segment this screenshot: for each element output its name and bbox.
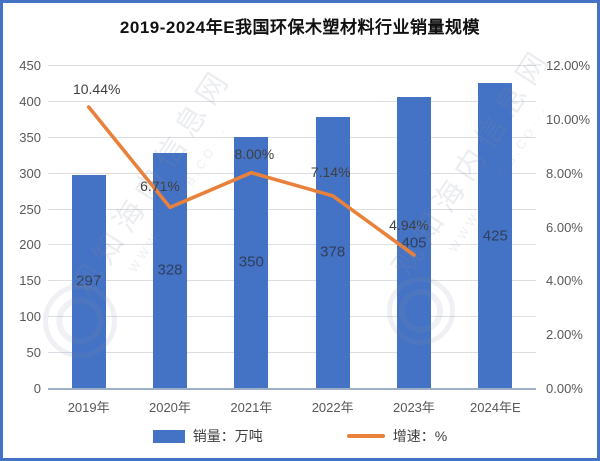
legend-item-sales: 销量：万吨 (152, 426, 263, 446)
y-axis-left-tick: 100 (19, 309, 41, 325)
line-label: 4.94% (389, 217, 429, 233)
y-axis-left-tick: 200 (19, 237, 41, 253)
x-axis-label: 2021年 (230, 400, 273, 415)
gridline (48, 65, 536, 66)
bar (315, 116, 350, 388)
plot-area: 297 328 350 378 405 425 10.44% 6.71% 8.00% 7.14% 4… (48, 65, 536, 390)
y-axis-right-tick: 10.00% (546, 111, 591, 127)
gridline (48, 208, 536, 210)
legend-item-growth: 增速：% (346, 426, 448, 446)
bar (71, 174, 106, 388)
bar (478, 82, 513, 388)
y-axis-right-tick: 6.00% (546, 219, 583, 235)
gridline (48, 244, 536, 246)
y-axis-left-tick: 150 (19, 273, 41, 289)
y-axis-right-tick: 0.00% (546, 381, 583, 396)
y-axis-right-tick: 8.00% (546, 165, 583, 181)
growth-line-swatch-icon (346, 434, 385, 438)
y-axis-left-tick: 0 (33, 381, 41, 396)
bar-label: 328 (157, 261, 183, 279)
line-label: 10.44% (72, 81, 121, 97)
y-axis-left-tick: 400 (19, 93, 41, 109)
y-axis-left-tick: 250 (19, 201, 41, 217)
bar-label: 378 (320, 243, 346, 261)
y-axis-right-tick: 2.00% (546, 327, 583, 343)
y-axis-left-tick: 300 (19, 165, 41, 181)
y-axis-right-tick: 12.00% (546, 58, 591, 73)
x-axis-label: 2020年 (148, 400, 191, 415)
bar-label: 350 (238, 253, 264, 271)
sales-bar-swatch-icon (152, 429, 185, 443)
y-axis-left-tick: 350 (19, 129, 41, 145)
y-axis-right-tick: 4.00% (546, 273, 583, 289)
gridline (48, 172, 536, 174)
gridline (48, 136, 536, 138)
gridline (48, 352, 536, 354)
legend: 销量：万吨 增速：% (3, 426, 597, 446)
y-axis-left-tick: 450 (19, 58, 41, 73)
line-label: 6.71% (140, 178, 180, 195)
gridline (48, 100, 536, 102)
legend-label-sales: 销量：万吨 (192, 428, 263, 444)
line-label: 7.14% (310, 163, 351, 180)
legend-label-growth: 增速：% (392, 428, 448, 444)
gridline (48, 280, 536, 282)
bar-label: 297 (76, 272, 102, 290)
growth-line (86, 105, 416, 257)
y-axis-left-tick: 50 (26, 345, 41, 361)
x-axis-label: 2022年 (311, 400, 354, 415)
chart-title: 2019-2024年E我国环保木塑材料行业销量规模 (119, 18, 481, 37)
bar (397, 97, 431, 388)
bar-label: 405 (401, 234, 427, 252)
x-axis-label: 2019年 (67, 400, 110, 415)
line-label: 8.00% (234, 145, 275, 162)
bar-label: 425 (482, 227, 508, 244)
gridline (48, 316, 536, 318)
x-axis-label: 2023年 (392, 400, 435, 415)
x-axis-label: 2024年E (470, 400, 521, 415)
